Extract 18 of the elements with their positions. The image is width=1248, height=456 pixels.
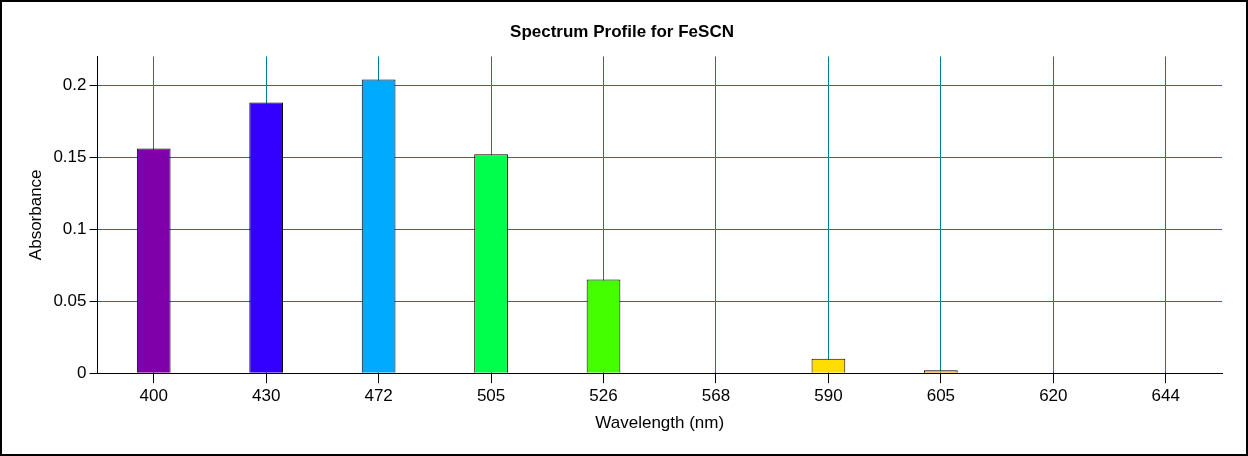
- x-tick-label: 526: [589, 386, 618, 406]
- y-tick-label: 0.05: [53, 290, 87, 310]
- x-tick-label: 590: [814, 386, 843, 406]
- y-tick-label: 0.15: [53, 146, 87, 166]
- chart-title: Spectrum Profile for FeSCN: [510, 21, 734, 41]
- x-axis-title: Wavelength (nm): [595, 413, 725, 433]
- x-tick-label: 400: [139, 386, 168, 406]
- x-tick-label: 430: [251, 386, 281, 406]
- x-tick-label: 644: [1151, 386, 1180, 406]
- y-tick-label: 0.2: [62, 74, 87, 94]
- x-tick-label: 620: [1039, 386, 1068, 406]
- y-tick-label: 0.1: [62, 218, 87, 238]
- x-tick-label: 472: [364, 386, 393, 406]
- y-tick-label: 0: [77, 362, 87, 382]
- x-tick-label: 568: [701, 386, 731, 406]
- y-axis-title: Absorbance: [25, 169, 45, 261]
- x-tick-label: 505: [476, 386, 506, 406]
- x-tick-label: 605: [926, 386, 956, 406]
